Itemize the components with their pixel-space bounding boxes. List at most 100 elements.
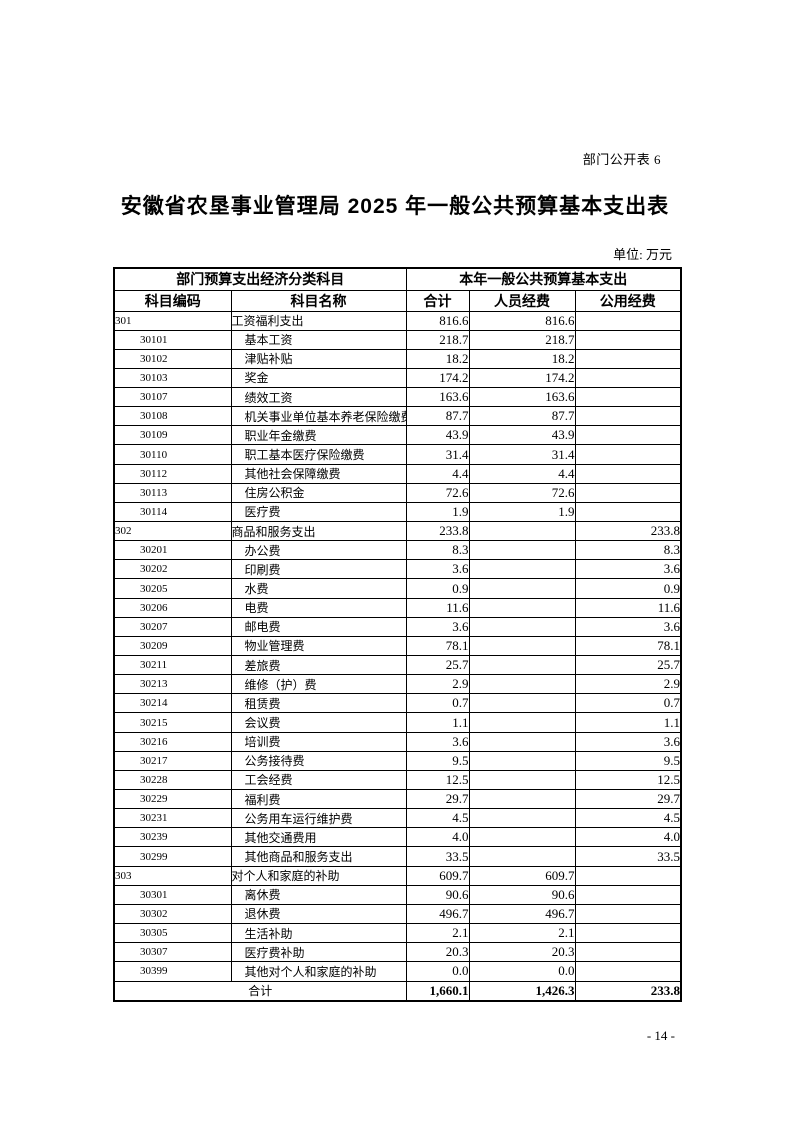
code-cell: 30112 [113,463,232,484]
total-cell: 4.5 [405,808,470,829]
code-cell: 30114 [113,501,232,523]
name-cell: 医疗费补助 [230,942,407,963]
table-row: 30302 退休费 496.7 496.7 [113,903,682,925]
table-row: 30109 职业年金缴费 43.9 43.9 [113,425,682,446]
name-cell: 奖金 [230,367,407,389]
code-cell: 30201 [113,540,232,561]
public-cell [574,463,682,484]
name-cell: 生活补助 [230,922,407,944]
table-row: 30399 其他对个人和家庭的补助 0.0 0.0 [113,961,682,982]
personnel-cell: 90.6 [468,884,576,905]
personnel-cell: 31.4 [468,444,576,465]
personnel-cell: 1.9 [468,501,576,523]
personnel-cell [468,578,576,599]
table-row: 30206 电费 11.6 11.6 [113,597,682,618]
name-cell: 其他社会保障缴费 [230,463,407,484]
total-cell: 2.9 [405,674,470,695]
personnel-cell [468,521,576,542]
personnel-cell [468,731,576,752]
personnel-cell: 20.3 [468,942,576,963]
name-cell: 退休费 [230,903,407,925]
table-row: 303 对个人和家庭的补助 609.7 609.7 [113,865,682,886]
table-row: 30228 工会经费 12.5 12.5 [113,769,682,791]
code-cell: 30213 [113,674,232,695]
total-cell: 3.6 [405,616,470,637]
personnel-cell: 4.4 [468,463,576,484]
public-cell [574,501,682,523]
personnel-cell [468,808,576,829]
personnel-cell [468,597,576,618]
budget-table: 部门预算支出经济分类科目 本年一般公共预算基本支出 科目编码 科目名称 合计 人… [113,267,682,1002]
table-body: 301 工资福利支出 816.6 816.6 30101 基本工资 218.7 218.7 30… [113,310,682,982]
total-cell: 233.8 [405,521,470,542]
table-row: 30207 邮电费 3.6 3.6 [113,616,682,637]
personnel-cell [468,712,576,733]
table-row: 30305 生活补助 2.1 2.1 [113,922,682,944]
code-cell: 30205 [113,578,232,599]
table-row: 30113 住房公积金 72.6 72.6 [113,482,682,503]
name-cell: 电费 [230,597,407,618]
name-cell: 津贴补贴 [230,348,407,369]
personnel-cell: 72.6 [468,482,576,503]
personnel-cell [468,750,576,771]
name-cell: 维修（护）费 [230,674,407,695]
public-cell: 11.6 [574,597,682,618]
total-cell: 2.1 [405,922,470,944]
personnel-cell [468,635,576,657]
table-row: 30110 职工基本医疗保险缴费 31.4 31.4 [113,444,682,465]
table-row: 30202 印刷费 3.6 3.6 [113,559,682,580]
public-cell [574,387,682,408]
public-cell: 8.3 [574,540,682,561]
code-cell: 30109 [113,425,232,446]
total-cell: 87.7 [405,406,470,427]
total-label: 合计 [113,980,407,1002]
table-row: 30214 租赁费 0.7 0.7 [113,693,682,714]
table-row: 30216 培训费 3.6 3.6 [113,731,682,752]
personnel-cell [468,846,576,867]
name-cell: 其他对个人和家庭的补助 [230,961,407,982]
code-cell: 30108 [113,406,232,427]
public-cell [574,444,682,465]
total-cell: 4.4 [405,463,470,484]
name-cell: 基本工资 [230,329,407,350]
public-cell [574,367,682,389]
code-cell: 30103 [113,367,232,389]
public-cell: 233.8 [574,521,682,542]
public-cell: 1.1 [574,712,682,733]
page-title: 安徽省农垦事业管理局 2025 年一般公共预算基本支出表 [120,195,670,218]
total-cell: 11.6 [405,597,470,618]
public-cell [574,865,682,886]
total-cell: 43.9 [405,425,470,446]
personnel-cell [468,616,576,637]
code-cell: 30107 [113,387,232,408]
table-row: 30209 物业管理费 78.1 78.1 [113,635,682,657]
public-cell [574,922,682,944]
public-cell: 2.9 [574,674,682,695]
personnel-cell: 496.7 [468,903,576,925]
total-cell: 609.7 [405,865,470,886]
name-cell: 物业管理费 [230,635,407,657]
name-cell: 其他商品和服务支出 [230,846,407,867]
name-cell: 绩效工资 [230,387,407,408]
code-cell: 30101 [113,329,232,350]
name-cell: 公务接待费 [230,750,407,771]
table-row: 30213 维修（护）费 2.9 2.9 [113,674,682,695]
table-row: 30101 基本工资 218.7 218.7 [113,329,682,350]
code-cell: 30214 [113,693,232,714]
code-cell: 30206 [113,597,232,618]
code-cell: 30113 [113,482,232,503]
code-cell: 30228 [113,769,232,791]
code-cell: 30399 [113,961,232,982]
code-cell: 30202 [113,559,232,580]
name-cell: 职业年金缴费 [230,425,407,446]
code-cell: 30217 [113,750,232,771]
code-cell: 30209 [113,635,232,657]
public-cell [574,942,682,963]
total-sum-cell: 1,660.1 [405,980,470,1002]
public-cell [574,329,682,350]
table-row: 30102 津贴补贴 18.2 18.2 [113,348,682,369]
header-group-row: 部门预算支出经济分类科目 本年一般公共预算基本支出 [113,267,682,291]
public-cell: 4.0 [574,827,682,848]
page-number: - 14 - [646,1028,675,1043]
public-cell: 3.6 [574,731,682,752]
